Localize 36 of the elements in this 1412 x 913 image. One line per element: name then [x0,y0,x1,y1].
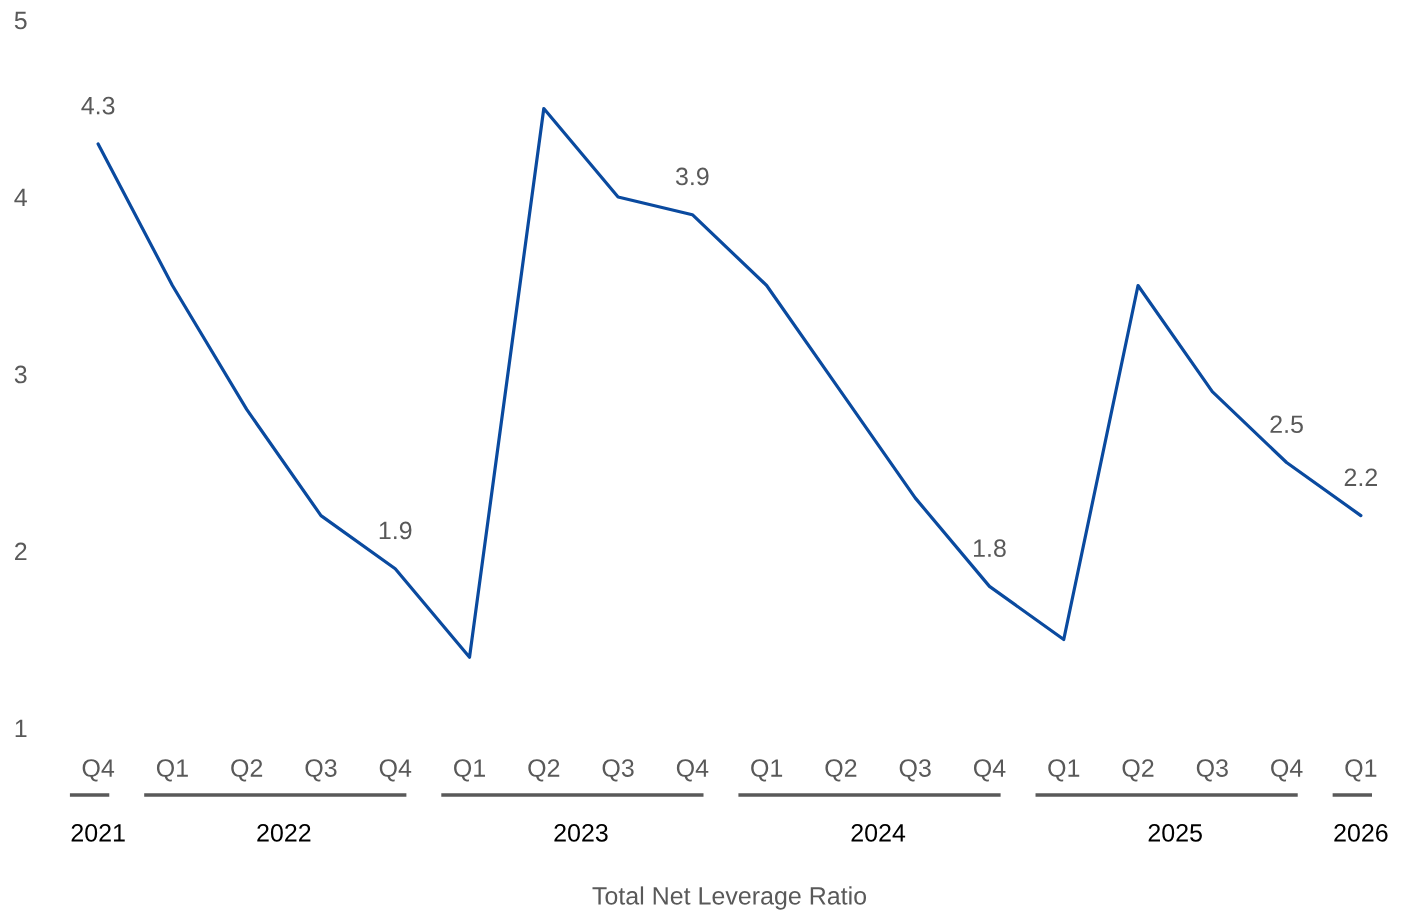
text: 2021 [71,824,125,842]
x-tick-label: Q4 [676,759,709,782]
x-tick-label: Q4 [973,759,1006,782]
y-tick-label: 4 [14,188,27,207]
data-label: 2.2 [1344,468,1377,486]
text: 2026 [1334,824,1388,842]
x-tick-label: Q3 [305,759,337,782]
x-tick-label: Q1 [1345,759,1377,782]
data-label: 1.8 [974,539,1006,557]
x-tick-label: Q1 [156,759,188,782]
x-tick-label: Q3 [602,759,634,782]
y-tick-label: 3 [14,365,27,384]
text: 2023 [554,824,608,842]
x-tick-label: Q1 [751,759,783,782]
x-tick-label: Q3 [1196,759,1228,782]
data-label: 3.9 [675,167,709,186]
text: 2024 [851,824,906,842]
y-tick-label: 5 [14,11,27,30]
text: 2025 [1148,824,1202,842]
x-axis-title: Total Net Leverage Ratio [592,886,867,910]
x-tick-label: Q1 [454,759,485,782]
data-label: 4.3 [81,96,115,115]
y-tick-label: 1 [15,719,27,738]
x-tick-label: Q2 [231,759,263,782]
x-tick-label: Q4 [379,759,412,782]
x-tick-label: Q2 [528,759,560,782]
data-label: 1.9 [379,521,412,540]
y-tick-label: 2 [15,542,27,561]
x-tick-label: Q4 [82,759,115,782]
x-tick-label: Q4 [1271,759,1303,782]
text: 2022 [257,824,311,842]
x-tick-label: Q2 [1122,759,1154,782]
x-tick-label: Q1 [1048,759,1080,782]
data-label: 2.5 [1270,415,1303,434]
x-tick-label: Q3 [899,759,931,782]
x-tick-label: Q2 [825,759,857,782]
